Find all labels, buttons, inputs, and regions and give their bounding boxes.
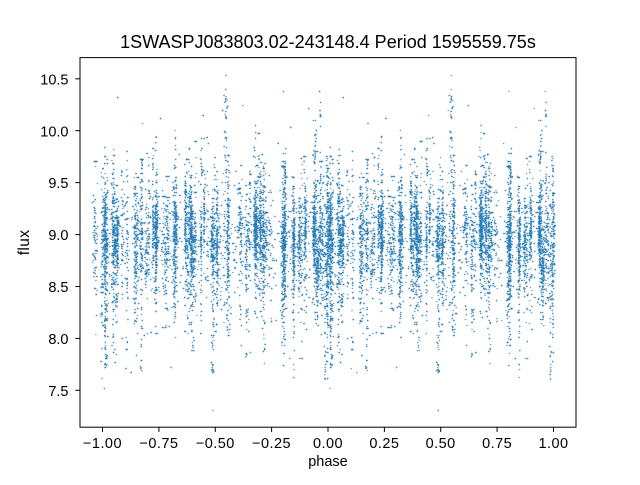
svg-text:10.5: 10.5 xyxy=(40,72,68,88)
svg-text:10.0: 10.0 xyxy=(40,124,68,140)
svg-text:8.0: 8.0 xyxy=(48,332,68,348)
svg-text:0.75: 0.75 xyxy=(482,436,512,452)
svg-text:9.0: 9.0 xyxy=(48,228,68,244)
svg-text:9.5: 9.5 xyxy=(48,176,68,192)
svg-text:8.5: 8.5 xyxy=(48,280,68,296)
svg-text:1SWASPJ083803.02-243148.4 Peri: 1SWASPJ083803.02-243148.4 Period 1595559… xyxy=(120,32,536,52)
svg-text:0.25: 0.25 xyxy=(369,436,399,452)
svg-text:flux: flux xyxy=(16,230,33,256)
svg-text:−1.00: −1.00 xyxy=(83,436,122,452)
svg-text:0.00: 0.00 xyxy=(313,436,343,452)
svg-text:−0.50: −0.50 xyxy=(196,436,235,452)
svg-text:−0.75: −0.75 xyxy=(139,436,178,452)
svg-text:phase: phase xyxy=(308,454,348,470)
svg-text:7.5: 7.5 xyxy=(48,384,68,400)
svg-text:−0.25: −0.25 xyxy=(252,436,291,452)
svg-text:0.50: 0.50 xyxy=(426,436,456,452)
svg-text:1.00: 1.00 xyxy=(538,436,568,452)
